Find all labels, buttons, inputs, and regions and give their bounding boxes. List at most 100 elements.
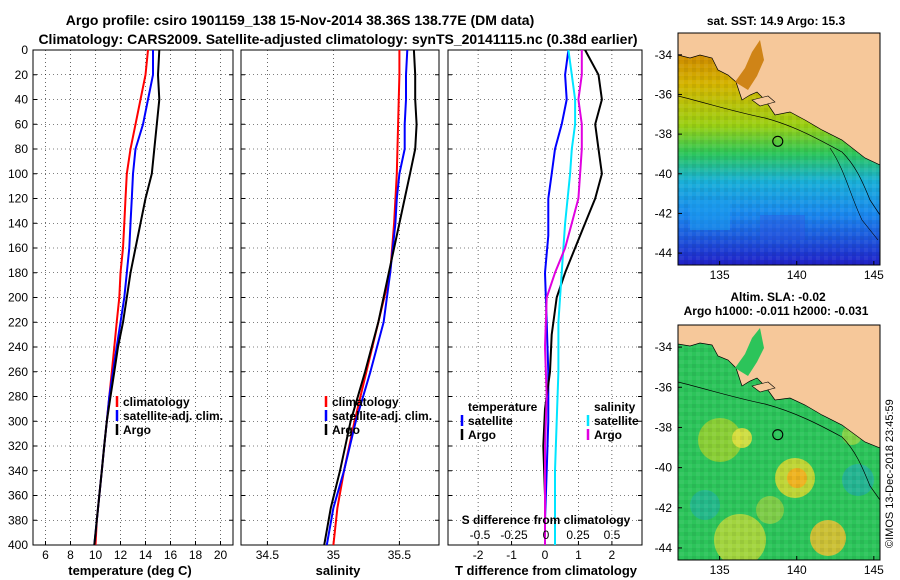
map-lon-label: 135 <box>710 268 730 282</box>
s-diff-tick-label: 0.25 <box>566 528 590 542</box>
depth-tick-label: 320 <box>8 439 28 453</box>
depth-axis: 0 20 40 60 80 100 120 140 160 180 200 220 240 260 280 3… <box>8 43 28 552</box>
sst-shelf-contour <box>678 95 880 216</box>
map-lat-label: -36 <box>655 87 673 101</box>
legend-title-temperature: temperature <box>468 400 538 414</box>
salinity-series-satellite-adj-clim- <box>325 50 409 545</box>
depth-tick-label: 40 <box>15 93 29 107</box>
sla-land <box>678 325 880 449</box>
legend-title-salinity: salinity <box>594 400 636 414</box>
depth-tick-label: 180 <box>8 266 28 280</box>
x-tick-label: -2 <box>473 548 484 562</box>
map-lat-label: -34 <box>655 340 673 354</box>
map-lon-label: 145 <box>864 563 884 577</box>
temperature-axis-label: temperature (deg C) <box>68 563 192 578</box>
x-tick-label: 35 <box>327 548 341 562</box>
map-lat-label: -44 <box>655 246 673 260</box>
sla-gulf <box>735 328 764 376</box>
depth-tick-label: 160 <box>8 241 28 255</box>
sst-argo-marker <box>772 135 784 147</box>
legend-label: Argo <box>468 428 496 442</box>
legend-label: satellite <box>594 414 639 428</box>
s-diff-tick-label: 0 <box>543 528 550 542</box>
imos-credit: ©IMOS 13-Dec-2018 23:45:59 <box>884 399 896 548</box>
x-tick-label: 8 <box>67 548 74 562</box>
difference-axis-label: T difference from climatology <box>455 563 638 578</box>
s-diff-tick-label: -0.25 <box>500 528 528 542</box>
map-lat-label: -44 <box>655 541 673 555</box>
x-tick-label: 16 <box>164 548 178 562</box>
legend-label: Argo <box>594 428 622 442</box>
map-lat-label: -40 <box>655 167 673 181</box>
difference-series-salinity-argo <box>544 50 583 545</box>
legend-label: climatology <box>332 395 399 409</box>
difference-series-temperature-satellite <box>544 50 570 545</box>
depth-tick-label: 140 <box>8 216 28 230</box>
x-tick-label: 10 <box>89 548 103 562</box>
depth-tick-label: 200 <box>8 291 28 305</box>
salinity-axis-label: salinity <box>316 563 362 578</box>
legend-label: satellite-adj. clim. <box>123 409 223 423</box>
difference-series-salinity-satellite <box>554 50 577 545</box>
depth-tick-label: 80 <box>15 142 29 156</box>
x-tick-label: 14 <box>139 548 153 562</box>
sla-map <box>678 325 880 560</box>
depth-tick-label: 260 <box>8 365 28 379</box>
depth-tick-label: 20 <box>15 68 29 82</box>
salinity-panel: 34.5 35 35.5 salinity climatologysatellite… <box>240 49 440 578</box>
x-tick-label: 34.5 <box>256 548 280 562</box>
depth-tick-label: 120 <box>8 192 28 206</box>
map-lat-label: -40 <box>655 461 673 475</box>
x-tick-label: 2 <box>609 548 616 562</box>
x-tick-label: 0 <box>542 548 549 562</box>
map-lon-label: 145 <box>864 268 884 282</box>
salinity-series-argo <box>323 50 418 545</box>
sla-map-title-line1: Altim. SLA: -0.02 <box>730 290 826 304</box>
depth-tick-label: 220 <box>8 315 28 329</box>
sst-contour-2 <box>829 147 879 241</box>
sst-map-title: sat. SST: 14.9 Argo: 15.3 <box>707 14 846 28</box>
legend-label: satellite-adj. clim. <box>332 409 432 423</box>
legend-label: Argo <box>123 423 151 437</box>
figure-title-line2: Climatology: CARS2009. Satellite-adjuste… <box>38 31 637 47</box>
depth-tick-label: 360 <box>8 489 28 503</box>
difference-series-temperature-argo <box>542 50 603 545</box>
legend-label: climatology <box>123 395 190 409</box>
legend-label: Argo <box>332 423 360 437</box>
sst-land <box>678 33 880 166</box>
x-tick-label: 20 <box>214 548 228 562</box>
depth-tick-label: 400 <box>8 538 28 552</box>
x-tick-label: 1 <box>575 548 582 562</box>
depth-tick-label: 240 <box>8 340 28 354</box>
salinity-difference-axis-label: S difference from climatology <box>462 513 631 527</box>
figure-title-line1: Argo profile: csiro 1901159_138 15-Nov-2… <box>66 12 534 28</box>
temperature-panel: 6 8 10 12 14 16 18 20 temperature (deg C) clima… <box>32 49 234 578</box>
x-tick-label: 18 <box>189 548 203 562</box>
sst-gulf <box>735 40 764 90</box>
sla-argo-marker <box>772 429 784 441</box>
map-lat-label: -34 <box>655 48 673 62</box>
x-tick-label: 35.5 <box>388 548 412 562</box>
depth-tick-label: 60 <box>15 117 29 131</box>
s-diff-tick-label: -0.5 <box>470 528 491 542</box>
legend-label: satellite <box>468 414 513 428</box>
sst-map <box>678 33 880 265</box>
difference-panel: -2 -1 0 1 2 T difference from climatology S … <box>447 49 643 578</box>
map-lon-label: 140 <box>787 563 807 577</box>
map-lat-label: -42 <box>655 501 673 515</box>
sst-kangaroo-island <box>751 95 776 107</box>
depth-tick-label: 300 <box>8 414 28 428</box>
depth-tick-label: 0 <box>21 43 28 57</box>
x-tick-label: 12 <box>114 548 128 562</box>
temperature-series-argo <box>93 50 161 545</box>
sla-map-title-line2: Argo h1000: -0.011 h2000: -0.031 <box>684 304 869 318</box>
sla-kangaroo-island <box>751 381 776 393</box>
map-lat-label: -42 <box>655 206 673 220</box>
map-lat-label: -38 <box>655 127 673 141</box>
map-lat-label: -38 <box>655 420 673 434</box>
depth-tick-label: 380 <box>8 513 28 527</box>
depth-tick-label: 340 <box>8 464 28 478</box>
depth-tick-label: 280 <box>8 390 28 404</box>
map-lat-label: -36 <box>655 380 673 394</box>
